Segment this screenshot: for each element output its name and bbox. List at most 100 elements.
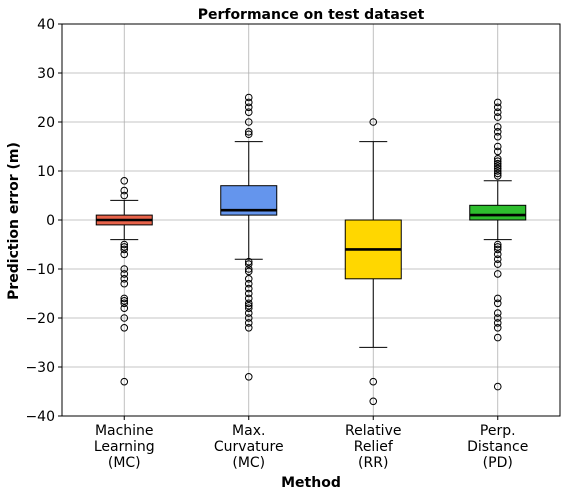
y-tick-label: 40 [37,17,55,33]
outlier-point [120,250,129,259]
outlier-point [244,279,253,288]
x-tick-label-line: (RR) [358,455,388,471]
outlier-point [493,123,502,131]
outlier-point [493,333,502,342]
outlier-point [493,319,502,327]
outlier-point [244,314,253,322]
box-group [469,98,527,391]
x-axis-ticks: Machine Learning (MC)Max. Curvature (MC)Rela… [94,416,528,471]
outlier-point [120,177,129,185]
outlier-point [120,243,129,251]
outlier-point [120,265,129,273]
outlier-point [244,309,253,317]
outlier-point [244,289,253,298]
x-tick-label: Machine Learning (MC) [94,423,155,471]
outlier-point [120,314,129,322]
outlier-point [493,103,502,112]
y-axis-ticks: −40 −30 −20 −10 0 10 20 30 40 [25,17,62,425]
outlier-point [493,159,502,168]
outlier-point [120,186,129,195]
outlier-point [120,279,129,288]
y-axis-label: Prediction error (m) [6,142,22,300]
y-tick-label: −20 [25,311,55,327]
outlier-point [244,260,253,268]
outlier-point [244,267,253,276]
outlier-point [493,250,502,259]
outlier-point [120,275,129,283]
outlier-point [244,301,253,310]
outlier-point [120,377,129,386]
outlier-point [369,397,378,406]
outlier-point [244,130,253,139]
outlier-point [493,172,502,180]
outlier-point [244,299,253,308]
outlier-point [120,294,129,303]
outlier-point [244,284,253,293]
x-tick-label-line: Machine [95,423,154,439]
box-layer [95,93,527,406]
outlier-point [493,132,502,141]
outlier-point [493,314,502,322]
outlier-point [244,108,253,116]
outlier-point [493,162,502,170]
outlier-point [493,147,502,156]
y-tick-label: 30 [37,66,55,82]
outlier-point [369,377,378,386]
outlier-point [493,128,502,136]
y-tick-label: 10 [37,164,55,180]
y-tick-label: 0 [46,213,55,229]
box-group [344,118,402,406]
box-group [95,177,153,386]
outlier-point [493,142,502,151]
outlier-point [120,191,129,200]
outlier-point [244,324,253,332]
outlier-point [493,243,502,251]
outlier-point [493,240,502,249]
outlier-point [493,260,502,268]
outlier-point [244,103,253,112]
y-tick-label: −30 [25,360,55,376]
outlier-point [493,157,502,165]
x-tick-label-line: (PD) [483,455,513,471]
x-tick-label-line: Max. [232,423,265,439]
outlier-point [493,113,502,121]
y-tick-label: −40 [25,409,55,425]
x-tick-label-line: (MC) [232,455,265,471]
outlier-point [493,164,502,173]
outlier-point [244,98,253,107]
outlier-point [120,240,129,249]
outlier-point [244,265,253,273]
outlier-point [120,324,129,332]
outlier-point [120,297,129,305]
outlier-point [493,169,502,178]
outlier-point [120,304,129,313]
x-tick-label: Perp. Distance (PD) [467,423,528,471]
x-tick-label-line: Relief [354,439,394,455]
outlier-point [244,275,253,283]
outlier-point [244,319,253,327]
outlier-point [244,128,253,136]
outlier-point [120,299,129,308]
x-tick-label-line: Distance [467,439,528,455]
x-tick-label: Relative Relief (RR) [345,423,401,471]
outlier-point [493,299,502,308]
outlier-point [244,304,253,313]
y-tick-label: 20 [37,115,55,131]
outlier-point [244,118,253,126]
outlier-point [244,93,253,102]
outlier-point [244,257,253,266]
iqr-box [469,204,527,221]
outlier-point [120,270,129,278]
x-tick-label: Max. Curvature (MC) [214,423,284,471]
outlier-point [244,294,253,303]
x-tick-label-line: Curvature [214,439,284,455]
outlier-point [493,324,502,332]
x-tick-label-line: Learning [94,439,155,455]
x-tick-label-line: (MC) [108,455,141,471]
y-tick-label: −10 [25,262,55,278]
outlier-point [493,98,502,107]
outlier-point [369,118,378,126]
outlier-point [493,108,502,116]
box-group [220,93,278,381]
